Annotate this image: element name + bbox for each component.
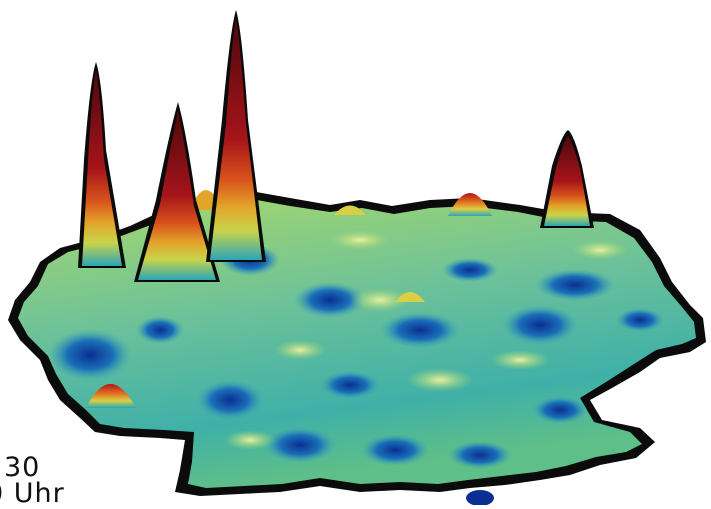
surface-highlights xyxy=(224,230,628,450)
time-unit-label: 0 Uhr xyxy=(0,478,65,509)
time-label: 30 xyxy=(4,452,41,483)
density-peaks xyxy=(78,10,594,282)
